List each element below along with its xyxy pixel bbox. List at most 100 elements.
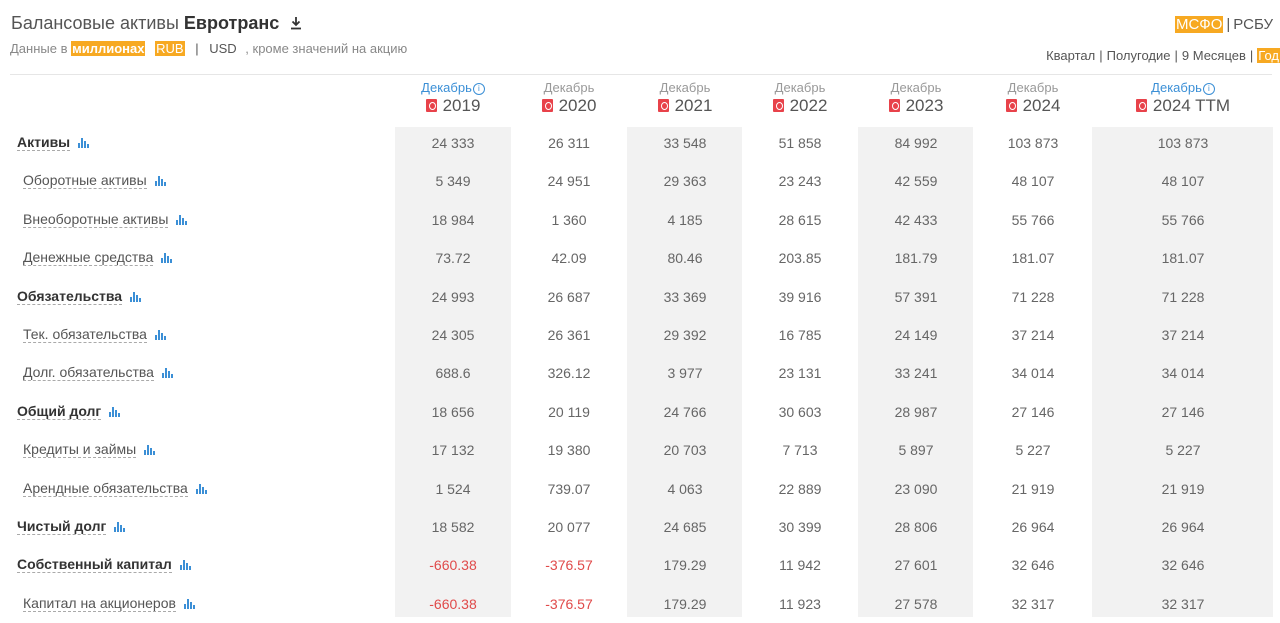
table-cell: 179.29 [663, 557, 707, 574]
column-band [627, 127, 742, 617]
table-cell: -376.57 [545, 595, 593, 612]
row-label[interactable]: Чистый долг [17, 518, 107, 535]
pdf-icon[interactable] [772, 99, 784, 112]
table-cell: 23 131 [778, 365, 822, 382]
row-label[interactable]: Арендные обязательства [23, 479, 188, 497]
download-icon[interactable] [290, 16, 302, 30]
table-cell: 11 942 [779, 557, 821, 574]
column-year-link[interactable]: 2024 TTM [1103, 96, 1263, 116]
column-header: Декабрь 2023 [866, 80, 966, 116]
row-label[interactable]: Собственный капитал [17, 556, 172, 574]
table-cell: 24 149 [894, 327, 938, 343]
column-year: 2019 [442, 96, 481, 115]
column-year-link[interactable]: 2021 [635, 96, 735, 116]
row-label[interactable]: Общий долг [17, 402, 102, 420]
column-year-link[interactable]: 2020 [519, 96, 619, 116]
table-cell: 18 582 [431, 519, 475, 535]
table-cell: 32 317 [1161, 595, 1205, 612]
row-label[interactable]: Капитал на акционеров [23, 594, 176, 612]
bar-chart-icon[interactable] [162, 368, 173, 379]
table-cell: 18 984 [431, 211, 475, 228]
table-row: Общий долг 18 656 20 119 24 766 30 603 28 987… [0, 393, 1280, 431]
bar-chart-icon[interactable] [155, 176, 166, 187]
period-half-year[interactable]: Полугодие [1106, 48, 1171, 63]
column-month: Декабрь [774, 80, 826, 95]
column-header: Декабрь i 2024 TTM [1103, 80, 1263, 116]
table-cell: 30 603 [778, 403, 822, 420]
currency-usd[interactable]: USD [209, 41, 237, 56]
period-quarter[interactable]: Квартал [1046, 48, 1096, 63]
table-cell: 23 243 [778, 173, 822, 190]
bar-chart-icon[interactable] [130, 291, 141, 302]
row-label[interactable]: Долг. обязательства [23, 364, 154, 382]
pdf-icon[interactable] [541, 99, 553, 112]
table-cell: 181.07 [1011, 250, 1055, 267]
bar-chart-icon[interactable] [114, 522, 125, 532]
pdf-icon[interactable] [1005, 99, 1017, 112]
table-cell: 34 014 [1011, 365, 1055, 382]
table-cell: 51 858 [778, 135, 822, 151]
table-cell: 24 951 [547, 173, 591, 190]
standard-switch: МСФО | РСБУ [1174, 16, 1273, 33]
column-year: 2020 [558, 96, 597, 115]
table-cell: 24 685 [663, 519, 707, 535]
row-label[interactable]: Тек. обязательства [23, 326, 147, 343]
row-label[interactable]: Внеоборотные активы [23, 210, 169, 228]
currency-rub[interactable]: RUB [155, 41, 185, 56]
period-year[interactable]: Год [1257, 48, 1280, 63]
bar-chart-icon[interactable] [161, 253, 172, 264]
table-cell: -660.38 [429, 595, 477, 612]
info-icon[interactable]: i [472, 83, 485, 95]
column-year: 2024 [1022, 96, 1061, 115]
bar-chart-icon[interactable] [78, 138, 89, 148]
table-cell: 55 766 [1161, 211, 1205, 228]
table-cell: 20 077 [547, 519, 591, 535]
standard-ras[interactable]: РСБУ [1233, 16, 1273, 33]
table-row: Активы 24 333 26 311 33 548 51 858 84 992 103 … [0, 124, 1280, 162]
pdf-icon[interactable] [425, 99, 437, 112]
units-scale[interactable]: миллионах [71, 41, 146, 56]
bar-chart-icon[interactable] [155, 330, 166, 340]
bar-chart-icon[interactable] [184, 598, 195, 609]
column-year-link[interactable]: 2019 [403, 96, 503, 116]
table-cell: 32 317 [1011, 595, 1055, 612]
table-cell: 1 360 [551, 211, 587, 228]
bar-chart-icon[interactable] [180, 560, 191, 571]
bar-chart-icon[interactable] [176, 214, 187, 225]
column-year-link[interactable]: 2024 [983, 96, 1083, 116]
bar-chart-icon[interactable] [196, 483, 207, 494]
table-cell: 7 713 [782, 442, 818, 459]
pdf-icon[interactable] [657, 99, 669, 112]
table-cell: 26 361 [547, 327, 591, 343]
table-cell: 48 107 [1011, 173, 1055, 190]
table-cell: 24 305 [431, 327, 475, 343]
column-year: 2022 [789, 96, 828, 115]
row-label[interactable]: Денежные средства [23, 249, 154, 267]
table-cell: 103 873 [1157, 135, 1209, 151]
table-cell: 19 380 [547, 442, 591, 459]
row-label[interactable]: Кредиты и займы [23, 441, 137, 459]
table-row: Оборотные активы 5 349 24 951 29 363 23 243 4… [0, 162, 1280, 200]
table-cell: 27 146 [1161, 403, 1205, 420]
column-year-link[interactable]: 2023 [866, 96, 966, 116]
table-cell: -376.57 [545, 557, 593, 574]
pdf-icon[interactable] [1135, 99, 1147, 112]
bar-chart-icon[interactable] [144, 445, 155, 456]
table-cell: 26 964 [1161, 519, 1205, 535]
row-label[interactable]: Обязательства [17, 287, 123, 305]
period-9-months[interactable]: 9 Месяцев [1181, 48, 1246, 63]
table-cell: 48 107 [1161, 173, 1205, 190]
column-year-link[interactable]: 2022 [750, 96, 850, 116]
table-row: Денежные средства 73.72 42.09 80.46 203.85 18… [0, 239, 1280, 277]
table-cell: 16 785 [778, 327, 822, 343]
row-label[interactable]: Активы [17, 134, 71, 151]
table-row: Долг. обязательства 688.6 326.12 3 977 23 13… [0, 354, 1280, 392]
row-label[interactable]: Оборотные активы [23, 172, 147, 190]
standard-ifrs[interactable]: МСФО [1174, 16, 1224, 33]
info-icon[interactable]: i [1202, 83, 1215, 95]
bar-chart-icon[interactable] [109, 406, 120, 417]
table-cell: 26 311 [548, 135, 590, 151]
pdf-icon[interactable] [888, 99, 900, 112]
table-cell: 22 889 [778, 480, 822, 497]
column-header: Декабрь 2022 [750, 80, 850, 116]
